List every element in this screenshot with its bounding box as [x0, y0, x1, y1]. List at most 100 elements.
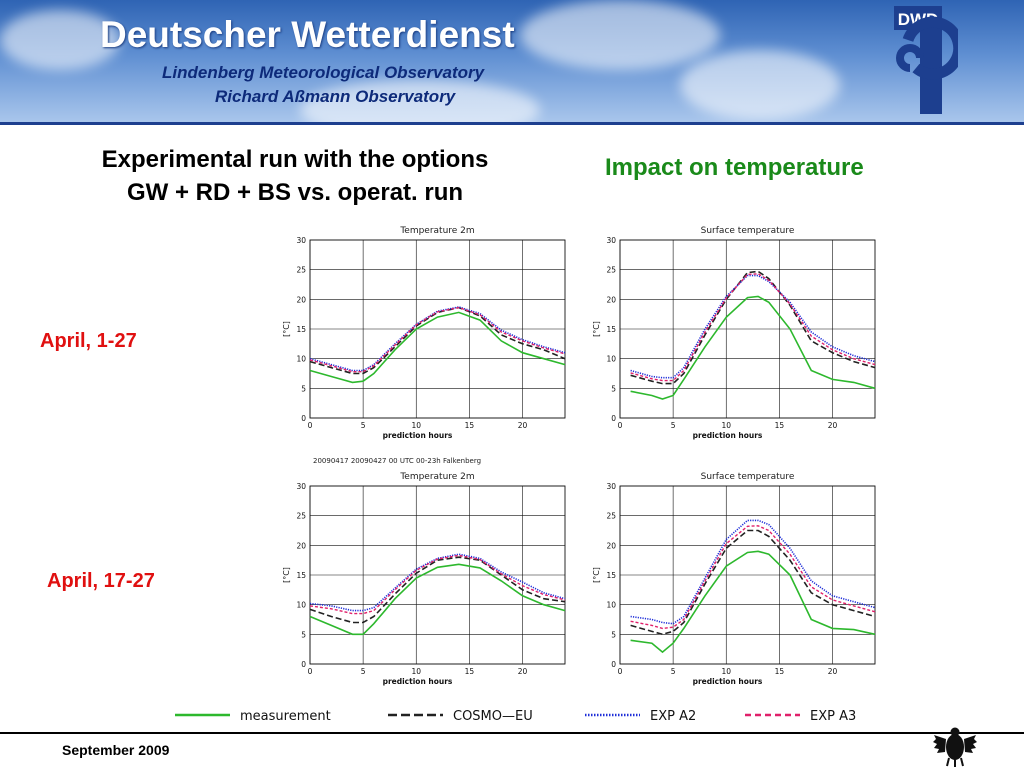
series-line-measurement	[630, 550, 876, 654]
series-line-exp-a2	[309, 306, 566, 372]
y-tick-label: 30	[296, 482, 306, 491]
plot-frame	[619, 485, 876, 665]
banner-subtitle-1: Lindenberg Meteorological Observatory	[162, 63, 485, 82]
federal-eagle-icon	[933, 727, 977, 767]
header-banner: Deutscher Wetterdienst Lindenberg Meteor…	[0, 0, 1024, 122]
y-tick-label: 15	[606, 571, 616, 580]
y-tick-label: 10	[296, 355, 306, 364]
heading-line-1: Experimental run with the options	[101, 146, 489, 173]
footer-divider	[0, 732, 1024, 734]
banner-divider	[0, 122, 1024, 125]
x-tick-label: 0	[618, 421, 623, 430]
y-tick-label: 15	[606, 325, 616, 334]
x-tick-label: 5	[361, 667, 366, 676]
y-tick-label: 5	[301, 630, 306, 639]
x-tick-label: 15	[775, 421, 785, 430]
y-axis-label: [°C]	[282, 321, 291, 337]
series-line-measurement	[630, 295, 876, 400]
chart-surface-april-17-27: Surface temperature 0 5 10 15 20 0 5 10 15 20 25 30 p…	[592, 472, 876, 686]
y-tick-label: 15	[296, 325, 306, 334]
chart-surface-april-1-27: Surface temperature 0 5 10 15 20 0 5 10 15 20 25 30 p…	[592, 226, 876, 440]
banner-subtitle-2: Richard Aßmann Observatory	[215, 87, 456, 106]
series-line-exp-a3	[630, 525, 876, 630]
dwd-logo-icon: DWD	[894, 6, 958, 114]
series-line-measurement	[309, 311, 566, 384]
x-tick-label: 15	[465, 667, 475, 676]
chart-title: Surface temperature	[701, 472, 795, 482]
x-tick-label: 10	[411, 421, 421, 430]
x-tick-label: 20	[828, 421, 838, 430]
y-tick-label: 30	[606, 236, 616, 245]
x-axis-label: prediction hours	[383, 431, 453, 440]
y-tick-label: 25	[606, 512, 616, 521]
period-label-1: April, 1-27	[40, 330, 137, 352]
y-tick-label: 20	[296, 295, 306, 304]
x-tick-label: 10	[411, 667, 421, 676]
x-tick-label: 20	[518, 667, 528, 676]
x-tick-label: 10	[721, 421, 731, 430]
series-line-cosmo-eu	[630, 270, 876, 385]
y-tick-label: 10	[296, 601, 306, 610]
chart-title: Temperature 2m	[399, 226, 474, 236]
x-tick-label: 0	[618, 667, 623, 676]
legend-label-exp-a2: EXP A2	[650, 709, 696, 724]
run-info-text: 20090417 20090427 00 UTC 00-23h Falkenbe…	[313, 457, 482, 465]
impact-label: Impact on temperature	[605, 154, 864, 181]
legend-label-cosmo-eu: COSMO—EU	[453, 709, 533, 724]
y-tick-label: 20	[606, 295, 616, 304]
y-tick-label: 0	[611, 660, 616, 669]
y-tick-label: 20	[606, 541, 616, 550]
x-tick-label: 0	[308, 667, 313, 676]
x-axis-label: prediction hours	[383, 677, 453, 686]
legend-label-measurement: measurement	[240, 709, 331, 724]
series-line-exp-a2	[309, 553, 566, 612]
x-tick-label: 10	[721, 667, 731, 676]
heading-line-2: GW + RD + BS vs. operat. run	[126, 179, 464, 206]
x-axis-label: prediction hours	[693, 431, 763, 440]
chart-legend: measurement COSMO—EU EXP A2 EXP A3	[175, 709, 856, 724]
y-tick-label: 30	[606, 482, 616, 491]
y-tick-label: 5	[611, 630, 616, 639]
x-tick-label: 5	[671, 421, 676, 430]
x-tick-label: 5	[361, 421, 366, 430]
x-tick-label: 15	[775, 667, 785, 676]
y-tick-label: 30	[296, 236, 306, 245]
series-line-cosmo-eu	[309, 556, 566, 624]
x-tick-label: 0	[308, 421, 313, 430]
series-line-exp-a3	[630, 273, 876, 382]
series-line-cosmo-eu	[309, 306, 566, 375]
chart-temp2m-april-1-27: Temperature 2m 0 5 10 15 20 0 5 10 15 20 25 30 predic…	[282, 226, 566, 440]
y-tick-label: 15	[296, 571, 306, 580]
plot-frame	[309, 485, 566, 665]
period-label-2: April, 17-27	[47, 570, 155, 592]
y-tick-label: 25	[606, 266, 616, 275]
x-tick-label: 20	[518, 421, 528, 430]
x-tick-label: 20	[828, 667, 838, 676]
x-tick-label: 15	[465, 421, 475, 430]
plot-frame	[619, 239, 876, 419]
series-line-exp-a3	[309, 306, 566, 373]
y-tick-label: 20	[296, 541, 306, 550]
slide-heading: Experimental run with the options GW + R…	[40, 143, 550, 209]
x-tick-label: 5	[671, 667, 676, 676]
y-tick-label: 10	[606, 355, 616, 364]
y-tick-label: 0	[301, 414, 306, 423]
series-line-exp-a2	[630, 274, 876, 379]
y-tick-label: 0	[611, 414, 616, 423]
plot-frame	[309, 239, 566, 419]
legend-label-exp-a3: EXP A3	[810, 709, 856, 724]
series-line-exp-a3	[309, 554, 566, 615]
y-tick-label: 5	[301, 384, 306, 393]
banner-title: Deutscher Wetterdienst	[100, 14, 515, 55]
series-line-measurement	[309, 563, 566, 636]
y-tick-label: 10	[606, 601, 616, 610]
series-line-cosmo-eu	[630, 529, 876, 636]
y-tick-label: 25	[296, 266, 306, 275]
y-axis-label: [°C]	[282, 567, 291, 583]
x-axis-label: prediction hours	[693, 677, 763, 686]
chart-title: Temperature 2m	[399, 472, 474, 482]
chart-temp2m-april-17-27: Temperature 2m 0 5 10 15 20 0 5 10 15 20 25 30 predic…	[282, 472, 566, 686]
y-tick-label: 5	[611, 384, 616, 393]
y-axis-label: [°C]	[592, 321, 601, 337]
y-axis-label: [°C]	[592, 567, 601, 583]
